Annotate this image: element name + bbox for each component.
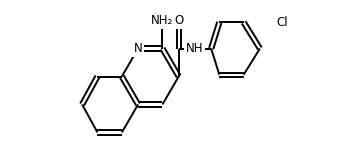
Text: NH: NH [186, 42, 204, 55]
Text: N: N [134, 42, 143, 55]
Text: O: O [174, 14, 183, 27]
Text: NH₂: NH₂ [151, 14, 174, 27]
Text: Cl: Cl [276, 16, 288, 29]
